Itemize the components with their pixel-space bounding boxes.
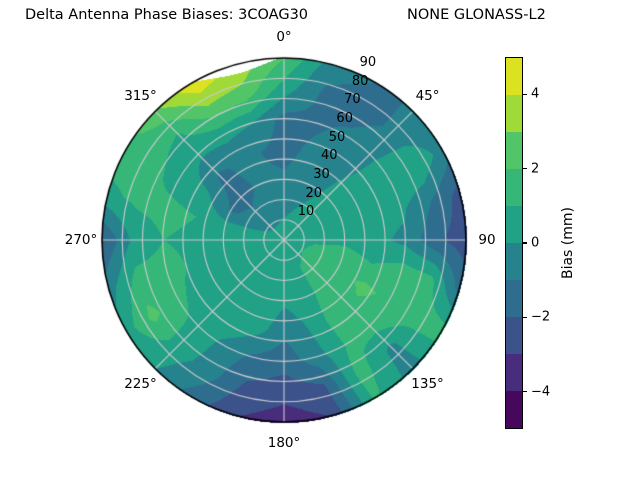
colorbar-band [506, 58, 522, 95]
angular-tick-label-0: 0° [276, 29, 292, 45]
radial-tick-label-80: 80 [351, 73, 369, 89]
radial-tick-label-40: 40 [320, 148, 338, 164]
radial-tick-label-90: 90 [359, 54, 377, 70]
angular-tick-label-45: 45° [415, 88, 440, 105]
radial-tick-label-30: 30 [313, 166, 330, 182]
colorbar [505, 57, 523, 429]
colorbar-tick [523, 167, 527, 170]
angular-tick-label-90: 90 [478, 232, 496, 248]
colorbar-band [506, 206, 522, 243]
colorbar-tick-label-4: 4 [531, 86, 540, 102]
colorbar-tick [523, 242, 527, 244]
colorbar-tick [523, 391, 527, 393]
colorbar-band [506, 95, 522, 132]
angular-tick-label-180: 180° [267, 435, 301, 451]
colorbar-tick [523, 93, 527, 95]
colorbar-axis-label: Bias (mm) [560, 206, 576, 280]
colorbar-band [506, 132, 522, 169]
radial-tick-label-70: 70 [344, 92, 361, 108]
angular-tick-label-315: 315° [124, 88, 157, 105]
colorbar-tick [523, 316, 527, 319]
chart-title-right: NONE GLONASS-L2 [407, 7, 546, 23]
colorbar-band [506, 354, 522, 391]
colorbar-tick-label--4: −4 [531, 384, 551, 400]
colorbar-band [506, 169, 522, 206]
colorbar-tick-label-2: 2 [531, 161, 540, 177]
colorbar-band [506, 391, 522, 428]
colorbar-tick-label--2: −2 [531, 309, 551, 325]
colorbar-band [506, 317, 522, 354]
angular-tick-label-270: 270° [64, 232, 98, 248]
angular-tick-label-225: 225° [124, 375, 157, 392]
colorbar-band [506, 280, 522, 317]
radial-tick-label-50: 50 [328, 129, 346, 145]
radial-tick-label-20: 20 [305, 185, 323, 201]
colorbar-band [506, 243, 522, 280]
chart-title-left: Delta Antenna Phase Biases: 3COAG30 [25, 7, 309, 23]
radial-tick-label-10: 10 [297, 204, 315, 220]
colorbar-tick-label-0: 0 [531, 235, 540, 251]
angular-tick-label-135: 135° [411, 375, 444, 392]
radial-tick-label-60: 60 [336, 110, 353, 126]
